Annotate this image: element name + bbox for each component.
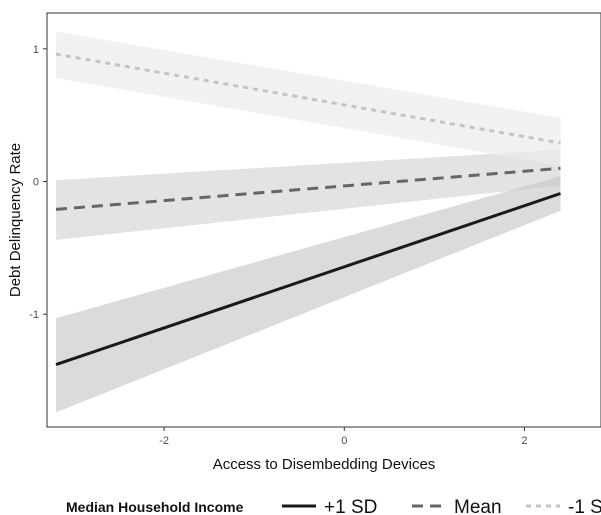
x-tick-label: 0	[341, 435, 347, 447]
series-line-plus-1sd	[55, 192, 561, 367]
y-tick-label: 0	[33, 177, 39, 189]
y-tick-label: 1	[33, 44, 39, 56]
legend-label-minus-1sd: -1 SD	[568, 497, 601, 515]
ci-band-mean	[56, 149, 561, 240]
y-axis-title: Debt Delinquency Rate	[7, 143, 24, 297]
legend-title: Median Household Income	[66, 499, 244, 515]
confidence-bands	[56, 31, 561, 413]
y-axis-ticks: -1 0 1	[29, 44, 47, 321]
legend-label-plus-1sd: +1 SD	[324, 497, 377, 515]
series-lines	[55, 52, 561, 367]
legend-items: +1 SD Mean -1 SD	[282, 497, 601, 515]
series-line-mean	[55, 166, 561, 211]
x-axis-ticks: -2 0 2	[159, 427, 527, 447]
plot-panel-border	[46, 12, 601, 428]
ci-band-minus-1sd	[56, 31, 561, 166]
y-tick-label: -1	[29, 309, 39, 321]
x-tick-label: -2	[159, 435, 169, 447]
legend: Median Household Income +1 SD Mean -1 SD	[66, 497, 601, 515]
x-tick-label: 2	[521, 435, 527, 447]
legend-label-mean: Mean	[454, 497, 502, 515]
x-axis-title: Access to Disembedding Devices	[213, 456, 436, 473]
